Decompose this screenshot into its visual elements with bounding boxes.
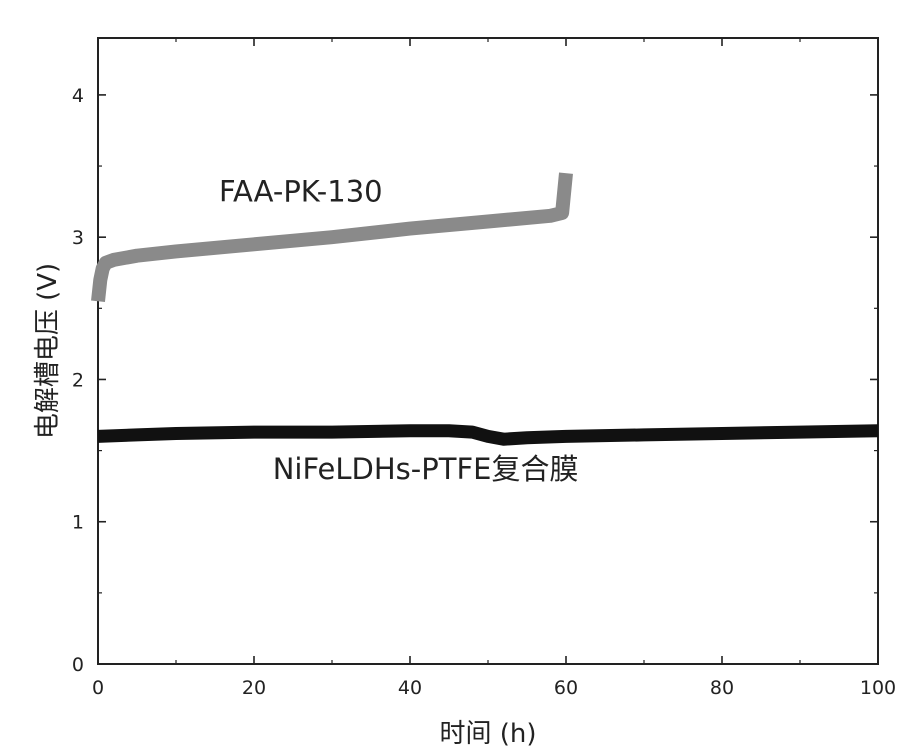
x-tick-label: 100 [860,677,896,699]
plot-border [98,38,878,664]
y-tick-label: 0 [72,654,84,676]
y-tick-label: 1 [72,512,84,534]
x-axis-title: 时间 (h) [439,719,536,749]
series-label-nifeldhs-ptfe: NiFeLDHs-PTFE复合膜 [273,452,579,486]
x-tick-label: 0 [92,677,104,699]
y-axis-title: 电解槽电压 (V) [33,263,63,439]
series-layer [98,173,878,439]
series-line-1 [98,431,878,440]
y-tick-label: 4 [72,85,84,107]
y-tick-label: 3 [72,227,84,249]
x-tick-label: 80 [710,677,734,699]
x-tick-label: 20 [242,677,266,699]
y-tick-label: 2 [72,369,84,391]
series-label-faa-pk-130: FAA-PK-130 [219,175,383,209]
axis-ticks: 0 20 40 60 80 100 0 1 2 3 4 [72,38,896,699]
x-tick-label: 60 [554,677,578,699]
x-tick-label: 40 [398,677,422,699]
plot-frame [98,38,878,664]
